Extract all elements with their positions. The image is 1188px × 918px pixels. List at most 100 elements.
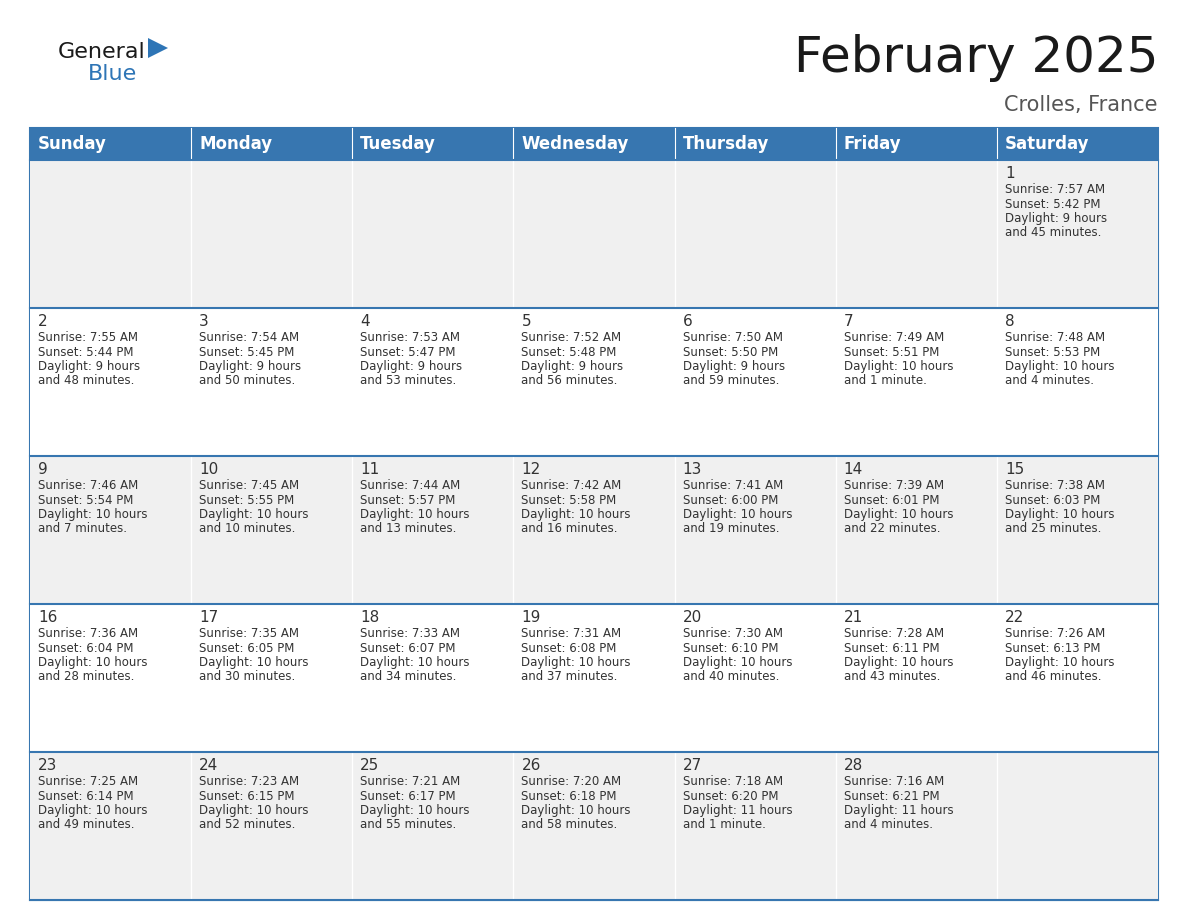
- Text: Sunrise: 7:52 AM: Sunrise: 7:52 AM: [522, 331, 621, 344]
- Text: Sunrise: 7:25 AM: Sunrise: 7:25 AM: [38, 775, 138, 788]
- Text: Sunset: 5:57 PM: Sunset: 5:57 PM: [360, 494, 456, 507]
- Text: Sunset: 6:05 PM: Sunset: 6:05 PM: [200, 642, 295, 655]
- Text: Daylight: 10 hours: Daylight: 10 hours: [1005, 360, 1114, 373]
- Text: Daylight: 9 hours: Daylight: 9 hours: [38, 360, 140, 373]
- Text: Daylight: 10 hours: Daylight: 10 hours: [200, 804, 309, 817]
- Bar: [191, 308, 353, 456]
- Text: Daylight: 10 hours: Daylight: 10 hours: [200, 656, 309, 669]
- Text: Sunrise: 7:54 AM: Sunrise: 7:54 AM: [200, 331, 299, 344]
- Text: Friday: Friday: [843, 135, 902, 153]
- Text: Daylight: 10 hours: Daylight: 10 hours: [1005, 656, 1114, 669]
- Bar: [30, 308, 191, 456]
- Text: Sunset: 5:58 PM: Sunset: 5:58 PM: [522, 494, 617, 507]
- Text: 24: 24: [200, 758, 219, 773]
- Text: Sunset: 6:15 PM: Sunset: 6:15 PM: [200, 789, 295, 802]
- Bar: [353, 604, 513, 752]
- Text: Daylight: 10 hours: Daylight: 10 hours: [522, 508, 631, 521]
- Text: Daylight: 10 hours: Daylight: 10 hours: [360, 656, 469, 669]
- Bar: [353, 308, 513, 456]
- Bar: [835, 456, 997, 604]
- Bar: [30, 752, 191, 900]
- Text: 5: 5: [522, 314, 531, 329]
- Text: Daylight: 11 hours: Daylight: 11 hours: [843, 804, 953, 817]
- Text: Sunrise: 7:16 AM: Sunrise: 7:16 AM: [843, 775, 944, 788]
- Text: 16: 16: [38, 610, 57, 625]
- Text: Daylight: 10 hours: Daylight: 10 hours: [522, 656, 631, 669]
- Text: 19: 19: [522, 610, 541, 625]
- Text: and 43 minutes.: and 43 minutes.: [843, 670, 940, 684]
- Text: General: General: [58, 42, 146, 62]
- Text: 25: 25: [360, 758, 379, 773]
- Text: Daylight: 9 hours: Daylight: 9 hours: [1005, 212, 1107, 225]
- Text: Wednesday: Wednesday: [522, 135, 628, 153]
- Text: Sunrise: 7:46 AM: Sunrise: 7:46 AM: [38, 479, 138, 492]
- Text: and 46 minutes.: and 46 minutes.: [1005, 670, 1101, 684]
- Text: 20: 20: [683, 610, 702, 625]
- Bar: [353, 128, 513, 160]
- Text: Sunset: 6:21 PM: Sunset: 6:21 PM: [843, 789, 940, 802]
- Text: Sunrise: 7:48 AM: Sunrise: 7:48 AM: [1005, 331, 1105, 344]
- Bar: [191, 456, 353, 604]
- Text: 13: 13: [683, 462, 702, 477]
- Bar: [30, 128, 1158, 900]
- Text: Sunrise: 7:18 AM: Sunrise: 7:18 AM: [683, 775, 783, 788]
- Text: Daylight: 10 hours: Daylight: 10 hours: [360, 508, 469, 521]
- Bar: [675, 752, 835, 900]
- Text: and 7 minutes.: and 7 minutes.: [38, 522, 127, 535]
- Text: Sunrise: 7:41 AM: Sunrise: 7:41 AM: [683, 479, 783, 492]
- Text: Sunrise: 7:21 AM: Sunrise: 7:21 AM: [360, 775, 461, 788]
- Bar: [513, 160, 675, 308]
- Text: Monday: Monday: [200, 135, 272, 153]
- Text: 17: 17: [200, 610, 219, 625]
- Polygon shape: [148, 38, 168, 58]
- Text: Daylight: 10 hours: Daylight: 10 hours: [683, 508, 792, 521]
- Bar: [30, 456, 191, 604]
- Bar: [675, 308, 835, 456]
- Text: Daylight: 10 hours: Daylight: 10 hours: [843, 360, 953, 373]
- Text: 26: 26: [522, 758, 541, 773]
- Text: Sunset: 6:08 PM: Sunset: 6:08 PM: [522, 642, 617, 655]
- Text: 4: 4: [360, 314, 369, 329]
- Bar: [353, 752, 513, 900]
- Text: Sunset: 5:54 PM: Sunset: 5:54 PM: [38, 494, 133, 507]
- Text: 8: 8: [1005, 314, 1015, 329]
- Text: Daylight: 10 hours: Daylight: 10 hours: [1005, 508, 1114, 521]
- Text: and 56 minutes.: and 56 minutes.: [522, 375, 618, 387]
- Text: and 10 minutes.: and 10 minutes.: [200, 522, 296, 535]
- Text: 9: 9: [38, 462, 48, 477]
- Text: and 19 minutes.: and 19 minutes.: [683, 522, 779, 535]
- Text: Sunrise: 7:44 AM: Sunrise: 7:44 AM: [360, 479, 461, 492]
- Bar: [997, 752, 1158, 900]
- Text: Sunset: 5:50 PM: Sunset: 5:50 PM: [683, 345, 778, 359]
- Text: and 1 minute.: and 1 minute.: [683, 819, 765, 832]
- Text: Daylight: 9 hours: Daylight: 9 hours: [522, 360, 624, 373]
- Text: and 37 minutes.: and 37 minutes.: [522, 670, 618, 684]
- Bar: [835, 160, 997, 308]
- Text: Sunrise: 7:49 AM: Sunrise: 7:49 AM: [843, 331, 944, 344]
- Text: Daylight: 10 hours: Daylight: 10 hours: [360, 804, 469, 817]
- Text: 14: 14: [843, 462, 862, 477]
- Text: Sunset: 5:44 PM: Sunset: 5:44 PM: [38, 345, 133, 359]
- Text: Daylight: 10 hours: Daylight: 10 hours: [200, 508, 309, 521]
- Text: Thursday: Thursday: [683, 135, 769, 153]
- Text: Sunrise: 7:23 AM: Sunrise: 7:23 AM: [200, 775, 299, 788]
- Text: Daylight: 11 hours: Daylight: 11 hours: [683, 804, 792, 817]
- Text: and 48 minutes.: and 48 minutes.: [38, 375, 134, 387]
- Text: Sunset: 6:10 PM: Sunset: 6:10 PM: [683, 642, 778, 655]
- Text: 12: 12: [522, 462, 541, 477]
- Text: 22: 22: [1005, 610, 1024, 625]
- Bar: [191, 604, 353, 752]
- Text: Sunrise: 7:42 AM: Sunrise: 7:42 AM: [522, 479, 621, 492]
- Text: 28: 28: [843, 758, 862, 773]
- Text: Sunset: 5:42 PM: Sunset: 5:42 PM: [1005, 197, 1100, 210]
- Bar: [835, 128, 997, 160]
- Bar: [997, 128, 1158, 160]
- Bar: [353, 160, 513, 308]
- Text: and 58 minutes.: and 58 minutes.: [522, 819, 618, 832]
- Text: February 2025: February 2025: [794, 34, 1158, 82]
- Text: Tuesday: Tuesday: [360, 135, 436, 153]
- Text: and 22 minutes.: and 22 minutes.: [843, 522, 940, 535]
- Text: Sunset: 6:03 PM: Sunset: 6:03 PM: [1005, 494, 1100, 507]
- Text: Sunrise: 7:20 AM: Sunrise: 7:20 AM: [522, 775, 621, 788]
- Text: Daylight: 10 hours: Daylight: 10 hours: [843, 508, 953, 521]
